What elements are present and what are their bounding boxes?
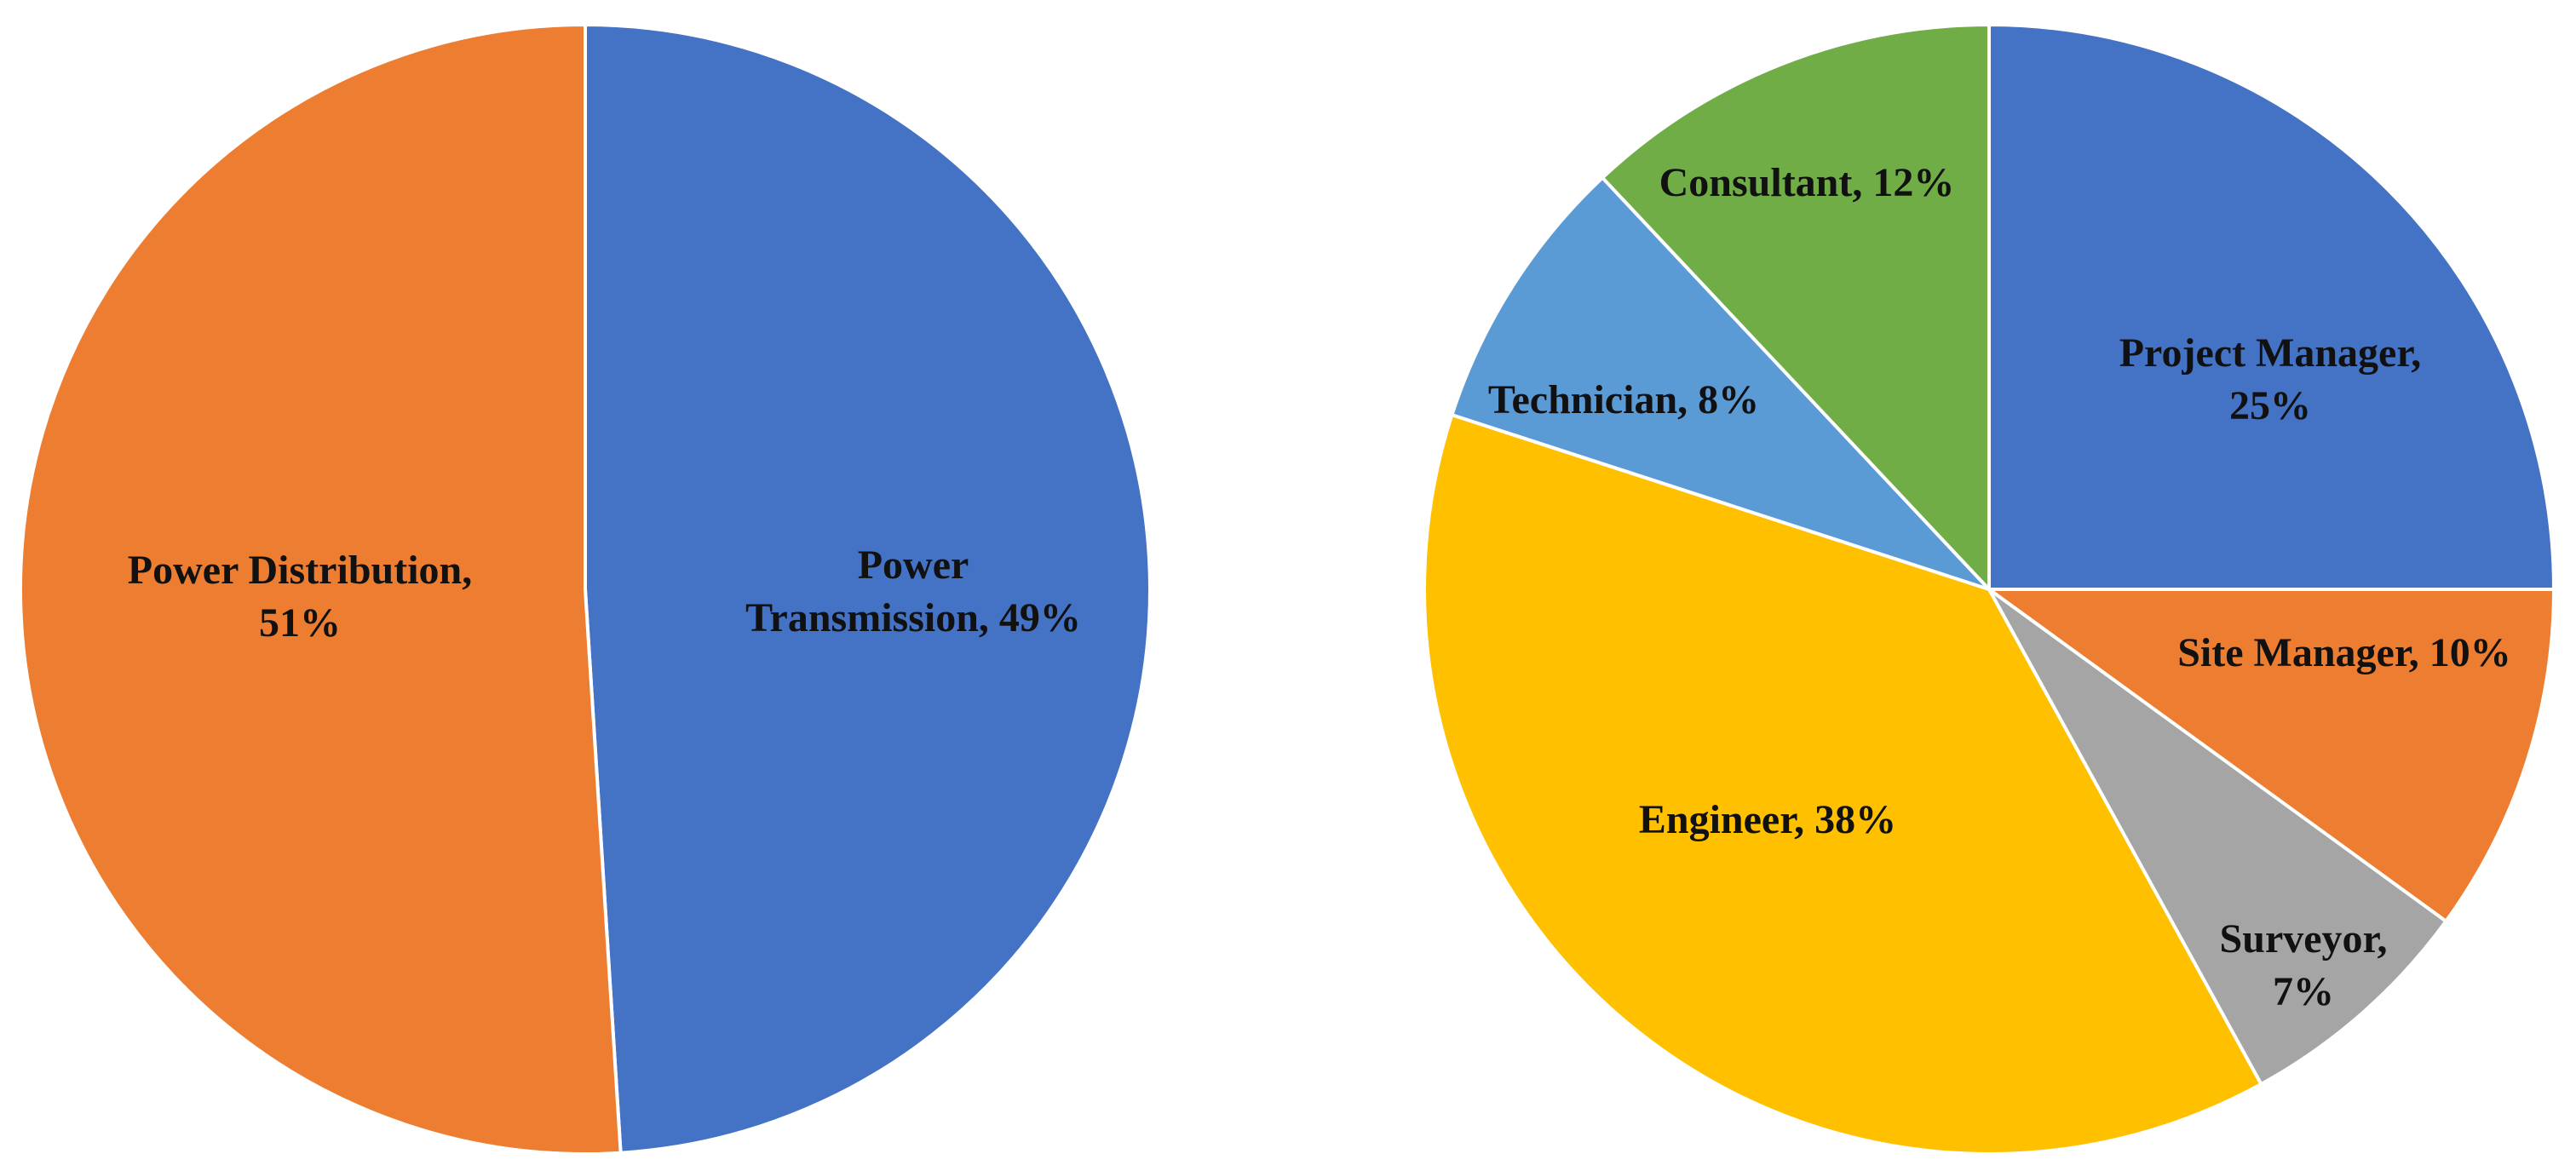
pie-slice-consultant <box>1601 23 1991 591</box>
pie-slice-project-manager <box>1987 23 2556 591</box>
data-label-project-manager: Project Manager, 25% <box>2119 330 2422 428</box>
pie-slice-power-transmission <box>584 23 1152 1155</box>
pie-chart-sector-split: Power Transmission, 49% Power Distribution… <box>18 23 1152 1156</box>
data-label-power-transmission: Power Transmission, 49% <box>745 542 1081 640</box>
pie-slice-engineer <box>1423 413 2263 1156</box>
data-label-engineer: Engineer, 38% <box>1639 797 1896 842</box>
data-label-technician: Technician, 8% <box>1488 377 1759 422</box>
data-label-consultant: Consultant, 12% <box>1659 160 1955 205</box>
data-label-surveyor: Surveyor, 7% <box>2220 916 2388 1014</box>
pie-slice-power-distribution <box>18 23 623 1156</box>
data-label-site-manager: Site Manager, 10% <box>2177 630 2511 675</box>
pie-slice-site-manager <box>1987 588 2556 923</box>
data-label-power-distribution: Power Distribution, 51% <box>128 548 472 646</box>
pie-slice-technician <box>1450 175 1991 591</box>
pie-slice-surveyor <box>1987 588 2448 1086</box>
pie-chart-job-roles: Project Manager, 25% Site Manager, 10% Surv… <box>1423 23 2556 1156</box>
